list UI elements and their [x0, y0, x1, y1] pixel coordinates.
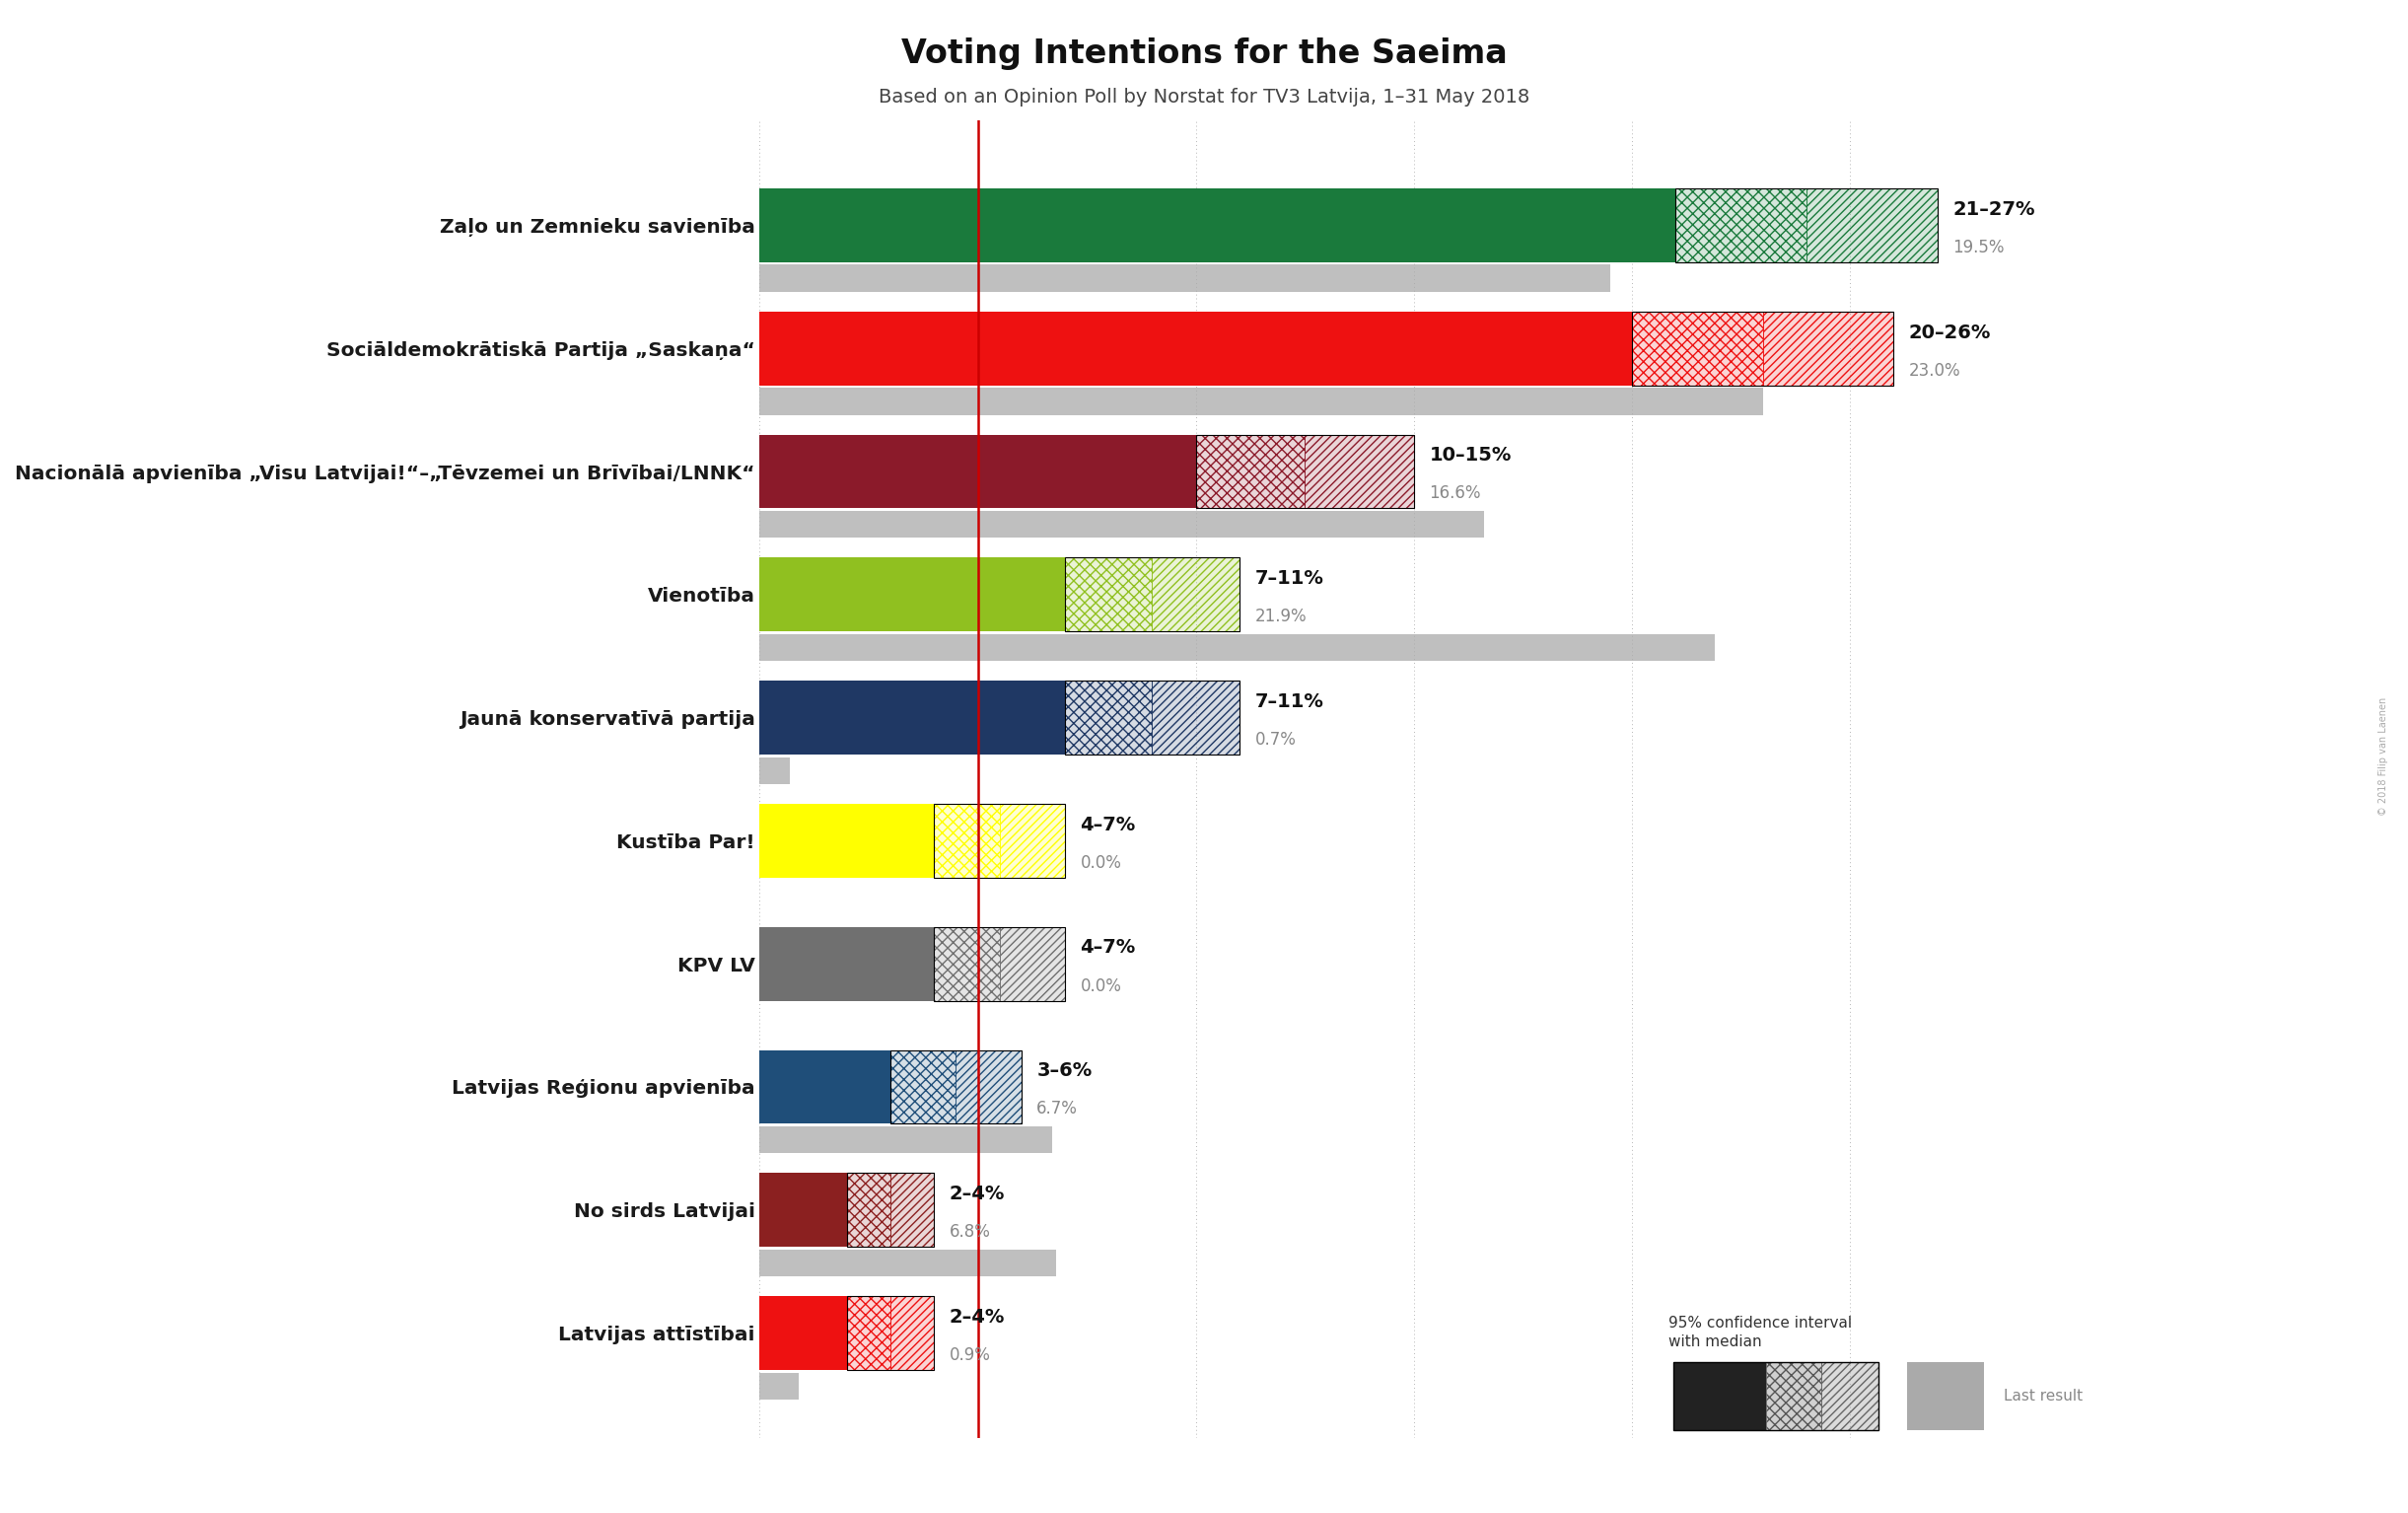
Bar — [1633, 312, 1893, 386]
Bar — [999, 803, 1064, 878]
Bar — [1064, 558, 1151, 631]
Bar — [759, 265, 1611, 292]
Bar — [1151, 558, 1240, 631]
Text: 21–27%: 21–27% — [1953, 200, 2035, 219]
Bar — [848, 1297, 891, 1369]
Text: 16.6%: 16.6% — [1428, 484, 1481, 502]
Bar — [759, 1050, 891, 1124]
Bar — [759, 312, 1633, 386]
Bar — [1305, 434, 1413, 508]
Text: 21.9%: 21.9% — [1255, 608, 1308, 625]
Text: 7–11%: 7–11% — [1255, 693, 1324, 711]
Bar — [891, 1050, 1021, 1124]
Text: 6.7%: 6.7% — [1035, 1100, 1079, 1118]
Bar — [759, 511, 1483, 539]
Text: 20–26%: 20–26% — [1910, 324, 1991, 342]
Bar — [934, 927, 999, 1000]
Bar — [1064, 681, 1151, 755]
Text: Voting Intentions for the Saeima: Voting Intentions for the Saeima — [901, 38, 1507, 71]
Bar — [848, 1173, 891, 1247]
Bar — [1305, 434, 1413, 508]
Text: 7–11%: 7–11% — [1255, 569, 1324, 589]
Text: Last result: Last result — [2003, 1389, 2083, 1403]
Text: 10–15%: 10–15% — [1428, 446, 1512, 464]
Bar — [891, 1050, 956, 1124]
Text: 3–6%: 3–6% — [1035, 1062, 1093, 1080]
Bar — [1806, 189, 1938, 262]
Bar — [934, 927, 1064, 1000]
Bar — [999, 803, 1064, 878]
Bar — [891, 1050, 956, 1124]
Text: 19.5%: 19.5% — [1953, 239, 2003, 256]
Bar — [759, 1297, 848, 1369]
Bar — [848, 1173, 891, 1247]
Bar — [1676, 189, 1806, 262]
Text: 23.0%: 23.0% — [1910, 362, 1960, 380]
Bar — [1633, 312, 1763, 386]
Bar — [759, 1173, 848, 1247]
Bar — [956, 1050, 1021, 1124]
Bar — [1633, 312, 1763, 386]
Bar — [759, 387, 1763, 415]
Bar — [848, 1173, 934, 1247]
Text: 2–4%: 2–4% — [949, 1185, 1004, 1203]
Bar — [1151, 558, 1240, 631]
Bar — [999, 927, 1064, 1000]
Bar — [1064, 558, 1240, 631]
Bar — [1064, 681, 1151, 755]
Bar — [1676, 189, 1806, 262]
Bar — [759, 1126, 1052, 1153]
Bar — [759, 803, 934, 878]
Bar — [759, 634, 1714, 661]
Bar — [759, 927, 934, 1000]
Bar — [759, 434, 1197, 508]
Bar — [934, 803, 1064, 878]
Text: 95% confidence interval
with median: 95% confidence interval with median — [1669, 1315, 1852, 1350]
Bar — [759, 681, 1064, 755]
Bar — [891, 1173, 934, 1247]
Text: Based on an Opinion Poll by Norstat for TV3 Latvija, 1–31 May 2018: Based on an Opinion Poll by Norstat for … — [879, 88, 1529, 106]
Bar — [1763, 312, 1893, 386]
Bar — [848, 1297, 891, 1369]
Bar — [1763, 312, 1893, 386]
Text: 6.8%: 6.8% — [949, 1224, 990, 1241]
Bar — [1064, 681, 1240, 755]
Bar — [1197, 434, 1305, 508]
Bar — [1197, 434, 1305, 508]
Text: 4–7%: 4–7% — [1081, 938, 1137, 958]
Bar — [934, 927, 999, 1000]
Text: 0.9%: 0.9% — [949, 1347, 990, 1365]
Bar — [1064, 558, 1151, 631]
Bar — [999, 927, 1064, 1000]
Bar — [934, 803, 999, 878]
Bar — [956, 1050, 1021, 1124]
Text: 2–4%: 2–4% — [949, 1307, 1004, 1327]
Bar — [1151, 681, 1240, 755]
Text: © 2018 Filip van Laenen: © 2018 Filip van Laenen — [2379, 697, 2389, 816]
Bar — [759, 1372, 799, 1400]
Bar — [1676, 189, 1938, 262]
Bar — [1197, 434, 1413, 508]
Bar — [891, 1173, 934, 1247]
Bar — [1806, 189, 1938, 262]
Text: 0.7%: 0.7% — [1255, 731, 1296, 749]
Bar — [891, 1297, 934, 1369]
Text: 0.0%: 0.0% — [1081, 853, 1122, 871]
Bar — [759, 756, 790, 784]
Bar — [934, 803, 999, 878]
Text: 4–7%: 4–7% — [1081, 816, 1137, 834]
Bar — [891, 1297, 934, 1369]
Bar — [759, 1250, 1057, 1277]
Bar — [759, 189, 1676, 262]
Bar — [848, 1297, 934, 1369]
Bar — [1151, 681, 1240, 755]
Bar — [759, 558, 1064, 631]
Text: 0.0%: 0.0% — [1081, 977, 1122, 996]
